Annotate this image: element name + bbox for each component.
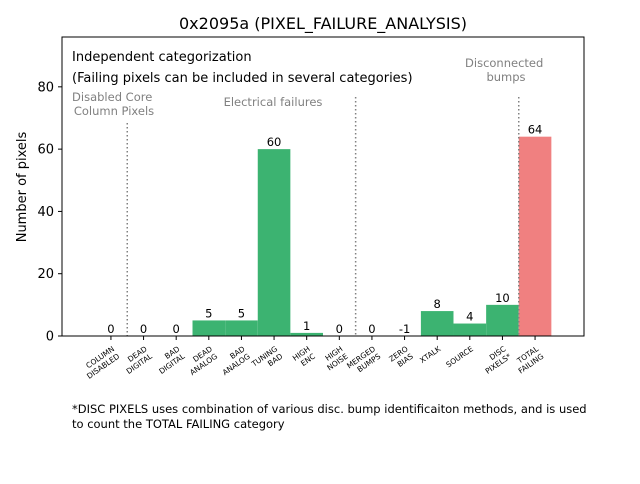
y-tick-label-0: 0 (46, 330, 54, 345)
bar-value-label-9: -1 (399, 322, 410, 336)
bar-value-label-6: 1 (303, 319, 310, 333)
x-tick-label-3: DEADANALOG (183, 344, 219, 377)
bar-4 (225, 320, 258, 336)
x-tick-label-1: DEADDIGITAL (120, 344, 155, 376)
x-tick-label-8: MERGEDBUMPS (345, 344, 382, 378)
x-tick-label-5: TUNINGBAD (249, 344, 284, 376)
group-label-disabled-core-line-2: Column Pixels (74, 104, 154, 118)
x-tick-label-4: BADANALOG (216, 344, 252, 377)
bar-value-label-11: 4 (466, 310, 473, 324)
bar-value-label-1: 0 (140, 322, 147, 336)
group-label-electrical: Electrical failures (224, 95, 323, 109)
x-tick-label-10: XTALK (418, 344, 443, 365)
annotation-line-2: (Failing pixels can be included in sever… (72, 71, 413, 86)
bar-value-label-5: 60 (267, 135, 282, 149)
plot-area-frame (61, 36, 585, 337)
footnote-line-1: *DISC PIXELS uses combination of various… (72, 402, 587, 416)
bar-13 (518, 136, 552, 336)
bar-value-label-13: 64 (528, 123, 543, 137)
bar-value-label-7: 0 (336, 322, 343, 336)
footnote-line-2: to count the TOTAL FAILING category (72, 417, 285, 431)
annotation-line-1: Independent categorization (72, 50, 252, 65)
y-tick-label-3: 60 (37, 143, 54, 158)
x-tick-label-2: BADDIGITAL (152, 344, 187, 376)
group-label-disconnected: Disconnected bumps (465, 56, 547, 84)
bar-10 (420, 311, 454, 336)
bar-11 (453, 323, 487, 336)
bar-value-label-3: 5 (205, 306, 212, 320)
group-label-disabled-core-line-1: Disabled Core (72, 90, 152, 104)
group-label-disconnected-line-1: Disconnected (465, 56, 543, 70)
x-tick-label-0: COLUMNDISABLED (80, 344, 122, 381)
x-tick-label-13: TOTALFAILING (511, 344, 546, 376)
bar-value-label-2: 0 (173, 322, 180, 336)
x-tick-label-11: SOURCE (444, 344, 475, 369)
x-tick-label-6: HIGHENC (291, 344, 317, 370)
bar-value-label-10: 8 (434, 297, 441, 311)
y-axis-label: Number of pixels (15, 131, 30, 242)
bar-value-label-8: 0 (368, 322, 375, 336)
y-tick-label-4: 80 (37, 80, 54, 95)
x-tick-label-11-line-0: SOURCE (444, 344, 475, 369)
y-tick-label-2: 40 (37, 205, 54, 220)
bar-value-label-12: 10 (495, 291, 510, 305)
bar-6 (290, 332, 323, 336)
bar-value-label-0: 0 (107, 322, 114, 336)
x-tick-label-12: DISCPIXELS* (478, 344, 513, 376)
x-tick-label-9: ZEROBIAS (387, 344, 415, 371)
y-tick-label-1: 20 (37, 267, 54, 282)
bar-12 (486, 304, 519, 336)
x-tick-label-7: HIGHNOISE (320, 344, 350, 372)
group-label-disabled-core: Disabled Core Column Pixels (72, 90, 156, 118)
x-tick-label-10-line-0: XTALK (418, 344, 443, 365)
group-label-disconnected-line-2: bumps (486, 70, 525, 84)
bar-3 (192, 320, 226, 336)
bar-value-label-4: 5 (238, 306, 245, 320)
bar-5 (257, 149, 291, 337)
chart-title: 0x2095a (PIXEL_FAILURE_ANALYSIS) (179, 14, 467, 34)
